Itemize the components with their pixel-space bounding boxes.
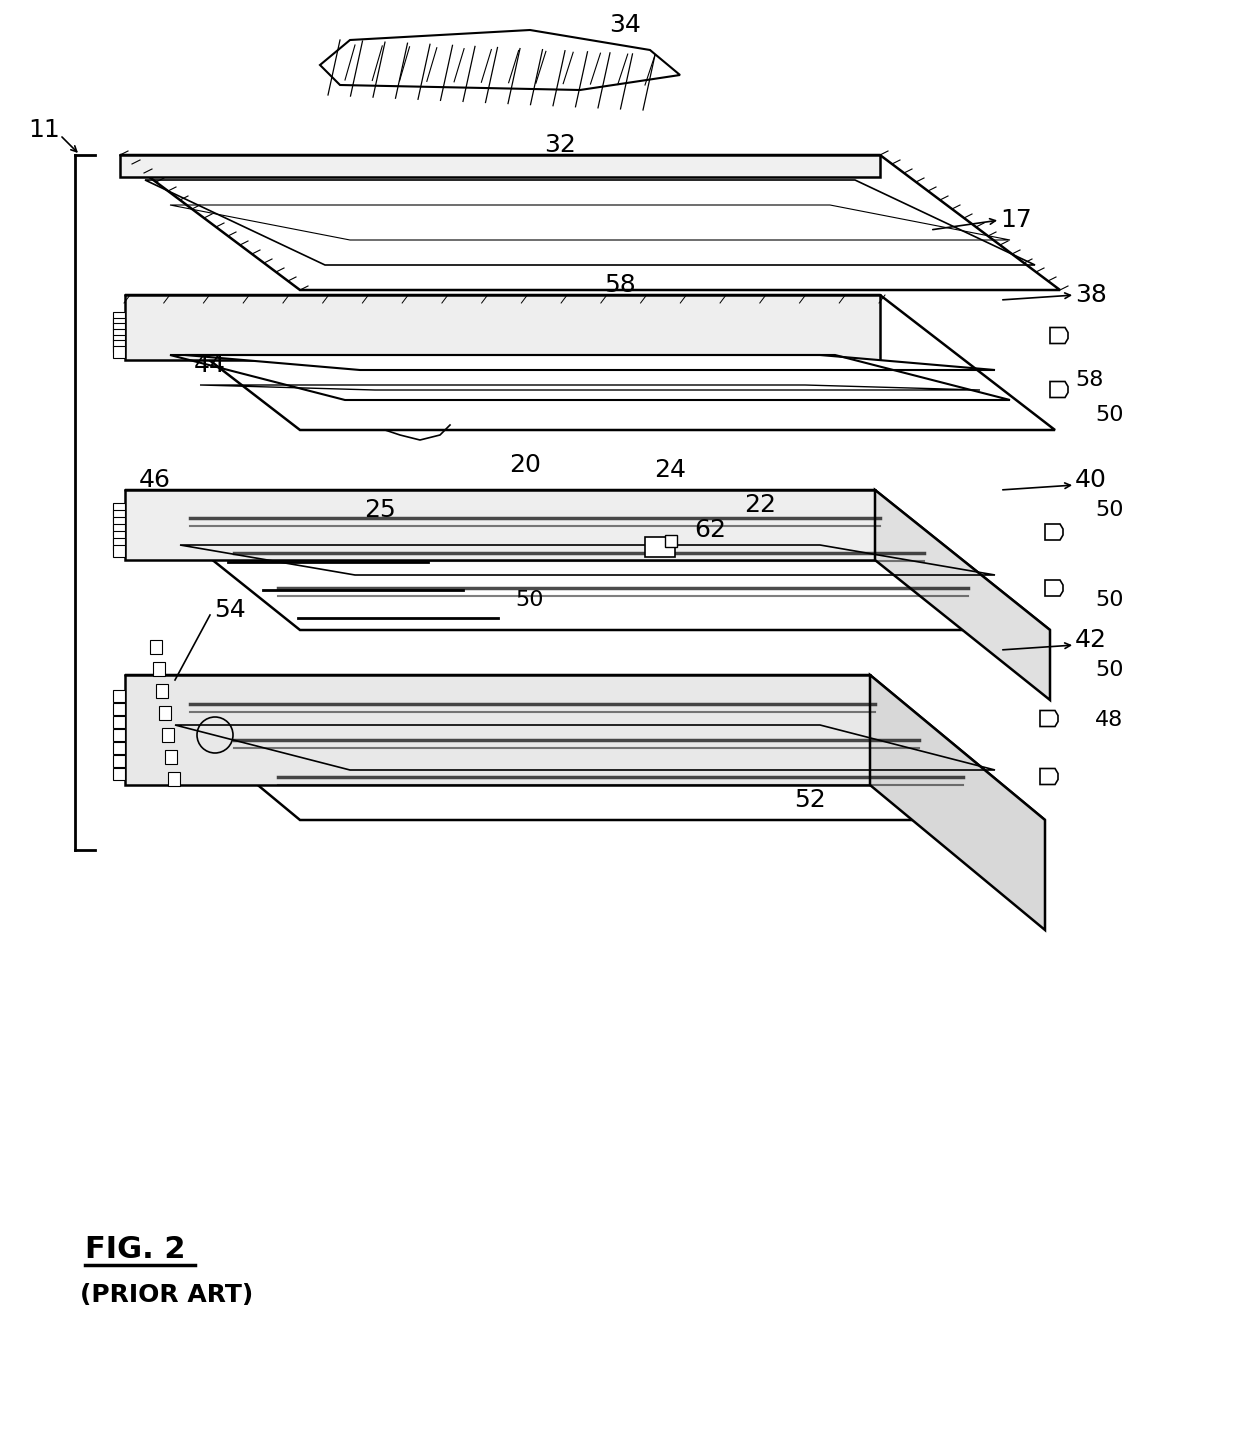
Polygon shape xyxy=(113,328,125,341)
Text: 58: 58 xyxy=(1075,371,1104,389)
Polygon shape xyxy=(875,490,1050,700)
Polygon shape xyxy=(1050,327,1068,343)
Text: 25: 25 xyxy=(365,498,396,522)
Polygon shape xyxy=(125,295,880,360)
Polygon shape xyxy=(1040,711,1058,726)
Polygon shape xyxy=(113,318,125,330)
Polygon shape xyxy=(156,684,167,697)
Polygon shape xyxy=(165,750,177,764)
Polygon shape xyxy=(113,767,125,780)
Text: 54: 54 xyxy=(215,599,246,622)
Text: 34: 34 xyxy=(609,13,641,36)
Polygon shape xyxy=(870,676,1045,930)
Polygon shape xyxy=(113,517,125,529)
Polygon shape xyxy=(113,525,125,536)
Text: 50: 50 xyxy=(1095,405,1123,424)
Text: 50: 50 xyxy=(1095,590,1123,610)
Text: 50: 50 xyxy=(1095,660,1123,680)
Polygon shape xyxy=(125,676,1045,819)
Text: 50: 50 xyxy=(516,590,544,610)
Text: 44: 44 xyxy=(193,353,226,376)
Polygon shape xyxy=(1045,525,1063,541)
Polygon shape xyxy=(113,510,125,522)
Text: 20: 20 xyxy=(510,453,541,477)
Polygon shape xyxy=(125,676,870,785)
Text: 62: 62 xyxy=(694,519,725,542)
Text: 42: 42 xyxy=(1075,628,1107,652)
Bar xyxy=(645,538,675,556)
Polygon shape xyxy=(113,545,125,558)
Polygon shape xyxy=(125,490,875,559)
Text: 46: 46 xyxy=(139,468,171,493)
Polygon shape xyxy=(162,728,174,742)
Text: 48: 48 xyxy=(1095,711,1123,729)
Polygon shape xyxy=(150,639,162,654)
Polygon shape xyxy=(320,31,680,90)
Polygon shape xyxy=(113,538,125,551)
Polygon shape xyxy=(113,690,125,702)
Text: 11: 11 xyxy=(29,118,60,142)
Polygon shape xyxy=(113,532,125,543)
Polygon shape xyxy=(1045,580,1063,596)
Text: 52: 52 xyxy=(794,788,826,812)
Polygon shape xyxy=(1050,382,1068,398)
Text: 32: 32 xyxy=(544,134,575,157)
Text: 24: 24 xyxy=(653,458,686,482)
Polygon shape xyxy=(120,155,880,177)
Polygon shape xyxy=(120,155,1060,291)
Polygon shape xyxy=(113,716,125,728)
Polygon shape xyxy=(113,346,125,357)
Text: 38: 38 xyxy=(1075,283,1107,307)
Bar xyxy=(665,535,677,546)
Polygon shape xyxy=(1040,769,1058,785)
Polygon shape xyxy=(125,295,1055,430)
Polygon shape xyxy=(185,355,994,371)
Polygon shape xyxy=(113,742,125,754)
Polygon shape xyxy=(167,772,180,786)
Polygon shape xyxy=(113,340,125,353)
Polygon shape xyxy=(113,703,125,715)
Polygon shape xyxy=(113,312,125,324)
Text: (PRIOR ART): (PRIOR ART) xyxy=(81,1283,253,1308)
Polygon shape xyxy=(113,503,125,514)
Polygon shape xyxy=(113,334,125,347)
Polygon shape xyxy=(159,706,171,721)
Polygon shape xyxy=(113,754,125,767)
Polygon shape xyxy=(125,490,1050,631)
Text: 50: 50 xyxy=(1095,500,1123,520)
Text: FIG. 2: FIG. 2 xyxy=(86,1235,186,1264)
Polygon shape xyxy=(153,663,165,676)
Text: 17: 17 xyxy=(999,208,1032,232)
Polygon shape xyxy=(113,323,125,336)
Text: 58: 58 xyxy=(604,273,636,296)
Text: 22: 22 xyxy=(744,493,776,517)
Text: 40: 40 xyxy=(1075,468,1107,493)
Polygon shape xyxy=(113,729,125,741)
